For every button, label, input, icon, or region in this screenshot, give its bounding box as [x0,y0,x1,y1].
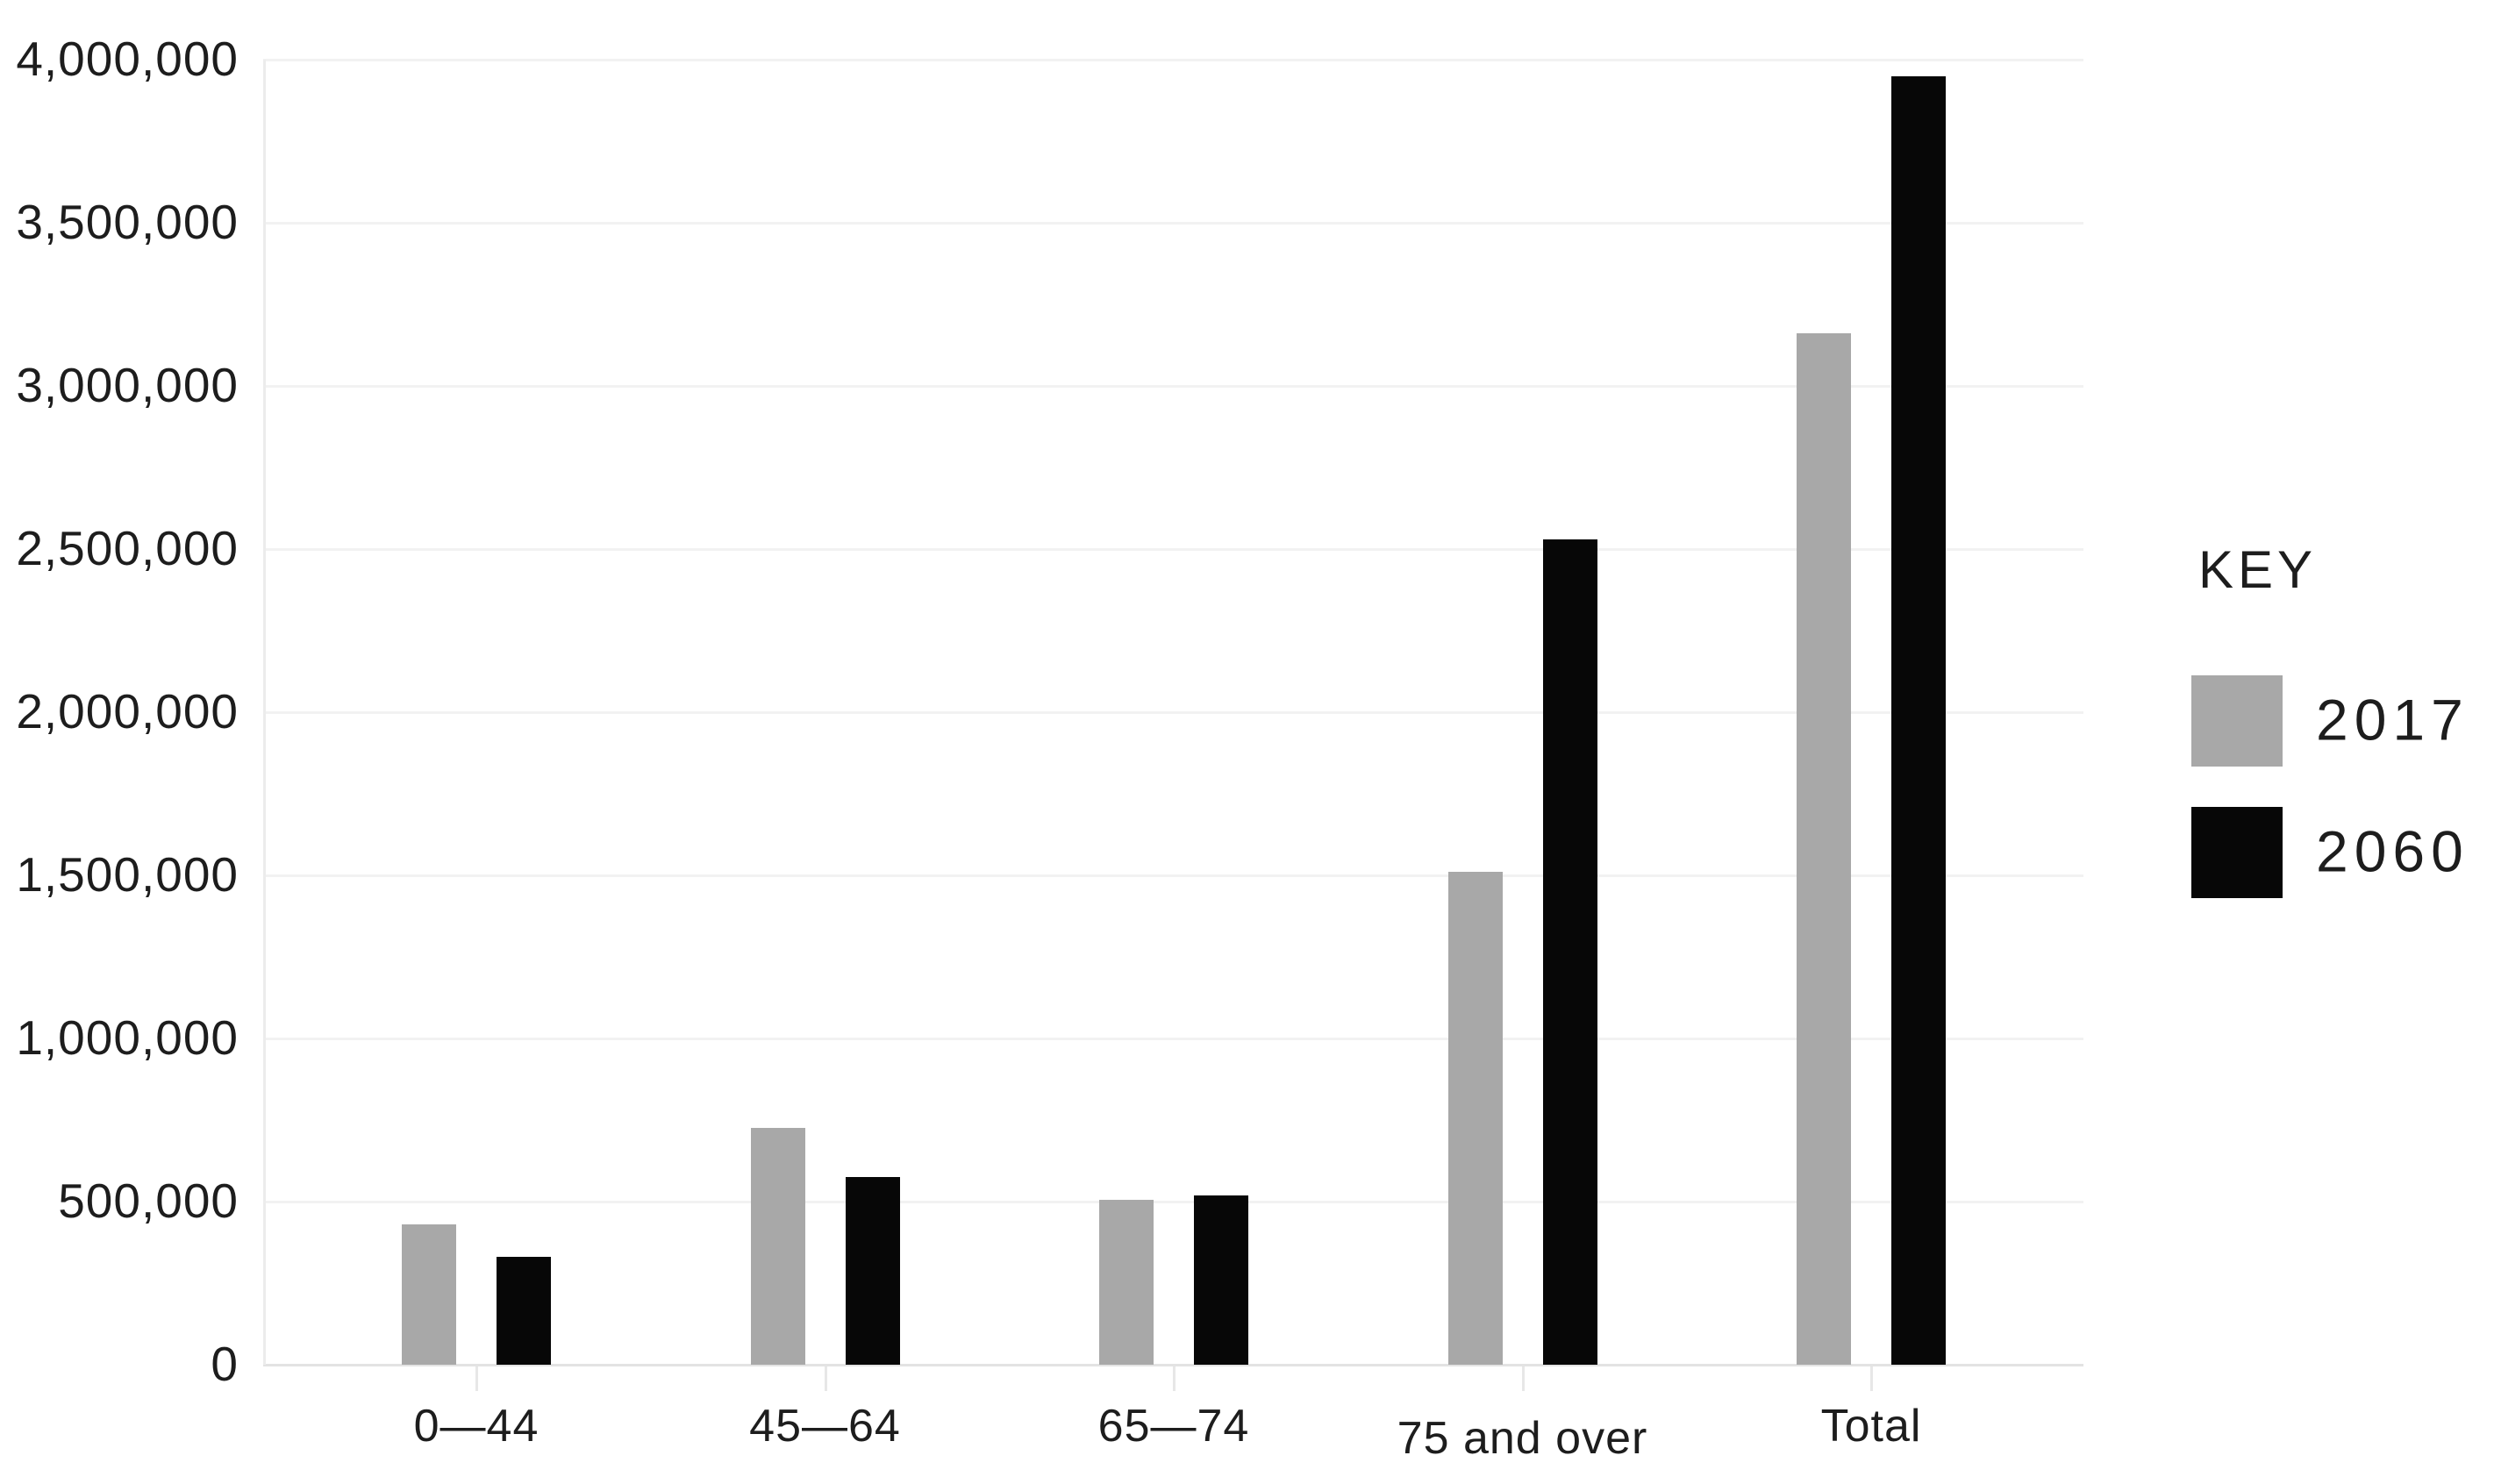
y-axis-tick-label: 0 [211,1337,239,1391]
x-axis-category-label: Total [1820,1401,1922,1452]
y-axis-tick-label: 2,000,000 [16,684,239,738]
gridline [263,1201,2083,1203]
legend-swatch-2060 [2191,807,2283,898]
legend-item-2060: 2060 [2191,807,2494,898]
x-axis-category-label: 45—64 [749,1401,901,1452]
gridline [263,222,2083,225]
bar-2060-Total [1891,76,1946,1365]
legend-swatch-2017 [2191,675,2283,767]
bar-2060-0—44 [497,1257,551,1365]
x-axis-category-label: 65—74 [1097,1401,1250,1452]
bar-2017-65—74 [1099,1200,1154,1365]
gridline [263,874,2083,877]
bar-2017-45—64 [750,1128,805,1365]
x-axis-tick [1173,1366,1176,1391]
y-axis-line [263,60,266,1365]
legend-label-2060: 2060 [2316,818,2469,884]
x-axis-tick [475,1366,478,1391]
y-axis-tick-label: 2,500,000 [16,521,239,575]
legend-label-2017: 2017 [2316,687,2469,753]
y-axis-tick-label: 500,000 [58,1174,239,1228]
gridline [263,548,2083,551]
y-axis-tick-label: 1,500,000 [16,847,239,902]
x-axis-category-label: 75 and over [1397,1413,1648,1464]
gridline [263,711,2083,714]
legend-title: KEY [2198,540,2318,599]
bar-2060-45—64 [845,1177,900,1365]
gridline [263,59,2083,61]
x-axis-baseline [263,1364,2083,1366]
x-axis-category-label: 0—44 [413,1401,540,1452]
bar-2017-Total [1797,333,1851,1365]
legend-item-2017: 2017 [2191,675,2494,767]
y-axis-tick-label: 1,000,000 [16,1010,239,1065]
bar-2060-75-and-over [1542,539,1597,1365]
x-axis-tick [1870,1366,1873,1391]
y-axis-tick-label: 3,500,000 [16,195,239,249]
x-axis-tick [1521,1366,1525,1391]
bar-2017-0—44 [402,1224,456,1365]
y-axis-tick-label: 3,000,000 [16,358,239,412]
gridline [263,1038,2083,1040]
gridline [263,385,2083,388]
bar-2060-65—74 [1194,1195,1248,1365]
bar-2017-75-and-over [1447,872,1503,1365]
x-axis-tick [824,1366,827,1391]
y-axis-tick-label: 4,000,000 [16,32,239,86]
